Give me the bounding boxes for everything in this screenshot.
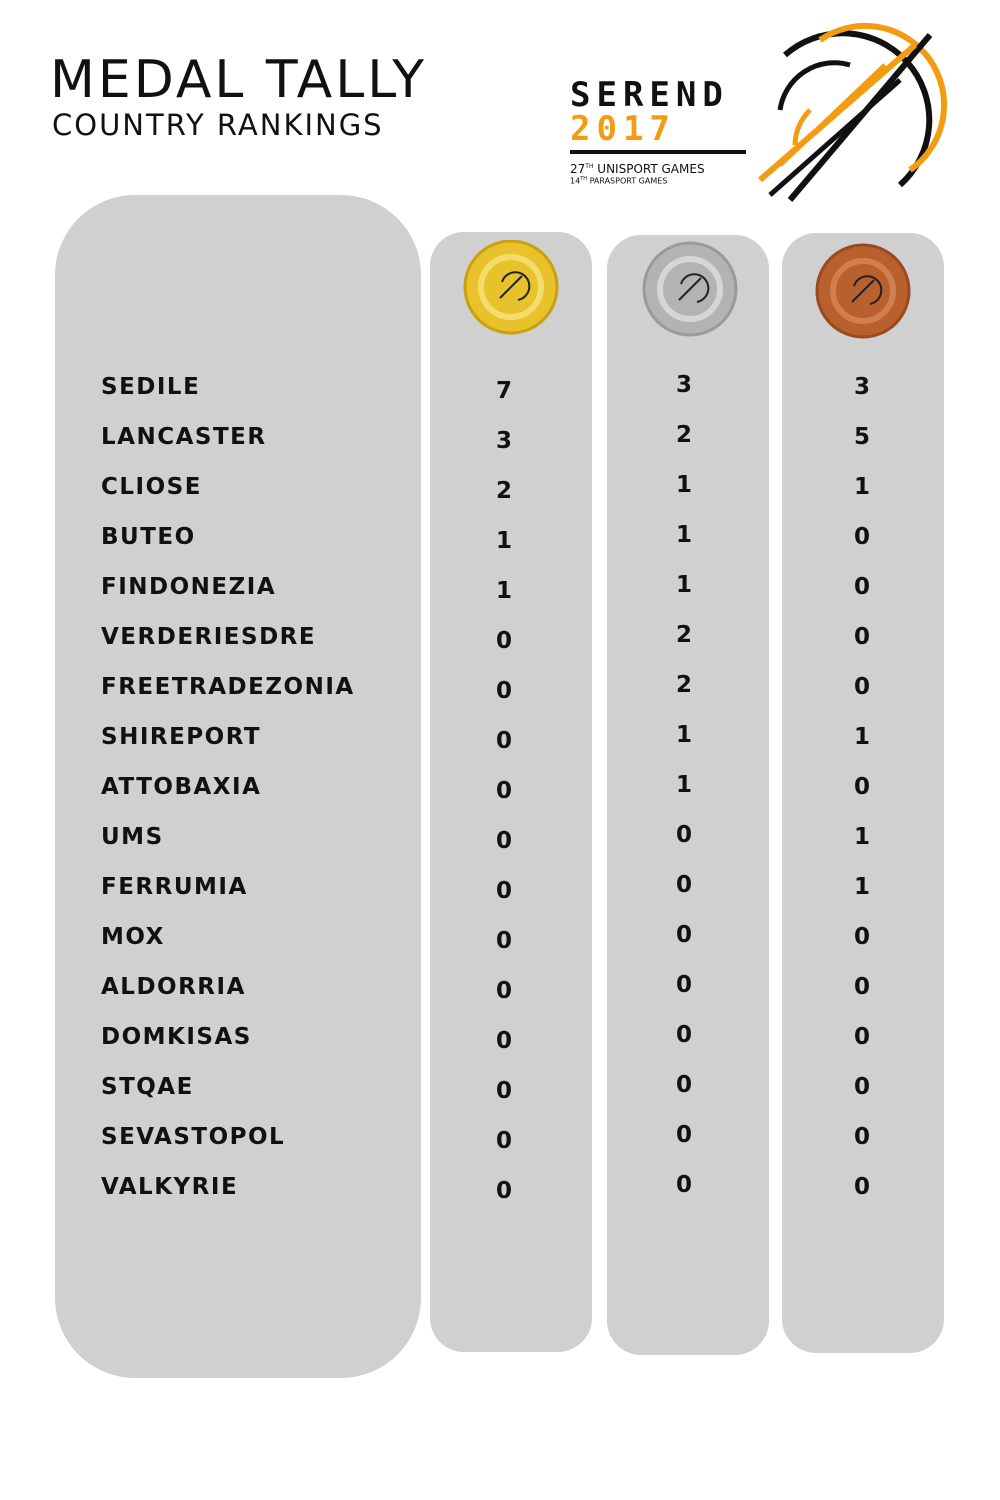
country-name: SEDILE	[101, 374, 201, 400]
stroke	[778, 63, 887, 167]
logo-suffix: TH	[580, 176, 588, 182]
gold-count: 0	[495, 778, 512, 804]
arc	[777, 60, 851, 111]
bronze-count: 0	[853, 524, 870, 550]
silver-count: 1	[675, 572, 692, 598]
bronze-count: 0	[853, 1074, 870, 1100]
bronze-count: 5	[853, 424, 870, 450]
country-name: FERRUMIA	[101, 874, 248, 900]
silver-count: 2	[675, 622, 692, 648]
bronze-count: 0	[853, 574, 870, 600]
gold-count: 0	[495, 978, 512, 1004]
silver-count: 1	[675, 722, 692, 748]
silver-count: 0	[675, 822, 692, 848]
bronze-panel	[782, 233, 944, 1353]
country-name: SEVASTOPOL	[101, 1124, 286, 1150]
gold-medal	[463, 240, 559, 335]
bronze-count: 0	[853, 974, 870, 1000]
silver-count: 1	[675, 772, 692, 798]
silver-count: 0	[675, 1122, 692, 1148]
country-name: FINDONEZIA	[101, 574, 277, 600]
silver-count: 0	[675, 872, 692, 898]
gold-count: 7	[495, 378, 512, 404]
country-name: LANCASTER	[101, 424, 267, 450]
gold-count: 0	[495, 878, 512, 904]
gold-panel	[430, 232, 592, 1352]
country-name: STQAE	[101, 1074, 194, 1100]
country-name: DOMKISAS	[101, 1024, 252, 1050]
gold-count: 0	[495, 1078, 512, 1104]
logo-line: 27TH UNISPORT GAMES	[570, 162, 750, 176]
silver-count: 3	[675, 372, 692, 398]
country-name: VERDERIESDRE	[101, 624, 317, 650]
bronze-count: 1	[853, 724, 870, 750]
country-name: SHIREPORT	[101, 724, 262, 750]
country-name: CLIOSE	[101, 474, 202, 500]
gold-count: 0	[495, 1028, 512, 1054]
silver-count: 0	[675, 1172, 692, 1198]
gold-count: 1	[495, 528, 512, 554]
gold-count: 0	[495, 1128, 512, 1154]
country-panel	[55, 195, 421, 1378]
silver-count: 2	[675, 422, 692, 448]
silver-count: 0	[675, 922, 692, 948]
country-name: UMS	[101, 824, 164, 850]
gold-count: 0	[495, 1178, 512, 1204]
logo-caption: PARASPORT GAMES	[589, 176, 668, 186]
silver-count: 0	[675, 972, 692, 998]
logo-suffix: TH	[585, 163, 594, 170]
bronze-count: 0	[853, 1124, 870, 1150]
silver-medal	[642, 241, 738, 337]
bronze-count: 0	[853, 924, 870, 950]
gold-count: 0	[495, 828, 512, 854]
stroke	[768, 78, 902, 197]
logo-number: 27	[570, 162, 586, 176]
logo-line: 14TH PARASPORT GAMES	[570, 176, 750, 186]
gold-count: 0	[495, 678, 512, 704]
gold-count: 2	[495, 478, 512, 504]
silver-panel	[607, 235, 769, 1355]
arc	[818, 23, 947, 173]
country-name: ATTOBAXIA	[101, 774, 262, 800]
silver-count: 0	[675, 1072, 692, 1098]
silver-count: 0	[675, 1022, 692, 1048]
bronze-count: 1	[853, 824, 870, 850]
country-name: VALKYRIE	[101, 1174, 239, 1200]
silver-count: 1	[675, 522, 692, 548]
country-name: MOX	[101, 924, 165, 950]
gold-count: 0	[495, 628, 512, 654]
silver-count: 1	[675, 472, 692, 498]
logo-number: 14	[570, 176, 581, 186]
gold-count: 3	[495, 428, 512, 454]
logo-word: 2017	[570, 109, 676, 149]
logo-caption: UNISPORT GAMES	[597, 162, 705, 176]
gold-count: 1	[495, 578, 512, 604]
country-name: BUTEO	[101, 524, 196, 550]
logo-word: SEREND	[570, 75, 729, 115]
bronze-count: 1	[853, 874, 870, 900]
arc	[792, 108, 812, 146]
silver-count: 2	[675, 672, 692, 698]
bronze-count: 1	[853, 474, 870, 500]
country-name: ALDORRIA	[101, 974, 246, 1000]
logo-rule	[570, 150, 746, 154]
bronze-count: 3	[853, 374, 870, 400]
bronze-count: 0	[853, 1174, 870, 1200]
title: MEDAL TALLY	[50, 50, 428, 110]
bronze-medal	[815, 243, 911, 339]
country-name: FREETRADEZONIA	[101, 674, 355, 700]
bronze-count: 0	[853, 624, 870, 650]
gold-count: 0	[495, 728, 512, 754]
subtitle: COUNTRY RANKINGS	[52, 108, 384, 142]
logo-text: SEREND 2017 27TH UNISPORT GAMES 14TH PAR…	[570, 78, 750, 186]
logo-emblem	[758, 23, 947, 202]
gold-count: 0	[495, 928, 512, 954]
bronze-count: 0	[853, 774, 870, 800]
bronze-count: 0	[853, 1024, 870, 1050]
bronze-count: 0	[853, 674, 870, 700]
